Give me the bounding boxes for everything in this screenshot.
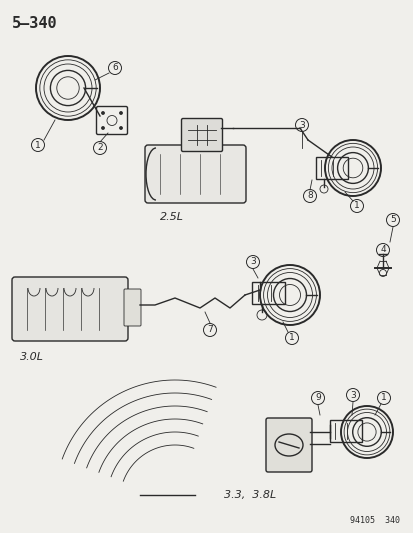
Text: 9: 9 — [314, 393, 320, 402]
Text: 1: 1 — [380, 393, 386, 402]
Text: 3: 3 — [349, 391, 355, 400]
Text: 3: 3 — [299, 120, 304, 130]
Text: 94105  340: 94105 340 — [349, 516, 399, 525]
Text: 8: 8 — [306, 191, 312, 200]
Text: 3: 3 — [249, 257, 255, 266]
FancyBboxPatch shape — [145, 145, 245, 203]
Circle shape — [102, 127, 104, 129]
Text: 5: 5 — [389, 215, 395, 224]
Text: 3.3,  3.8L: 3.3, 3.8L — [223, 490, 275, 500]
FancyBboxPatch shape — [12, 277, 128, 341]
Text: 5–340: 5–340 — [12, 16, 57, 31]
Text: 7: 7 — [206, 326, 212, 335]
Circle shape — [119, 127, 122, 129]
Text: 1: 1 — [288, 334, 294, 343]
Bar — [252, 282, 284, 304]
Text: 6: 6 — [112, 63, 118, 72]
FancyBboxPatch shape — [124, 289, 141, 326]
Text: 2: 2 — [97, 143, 102, 152]
FancyBboxPatch shape — [266, 418, 311, 472]
Text: 3.0L: 3.0L — [20, 352, 44, 362]
FancyBboxPatch shape — [181, 118, 222, 151]
Bar — [329, 420, 361, 442]
Text: 4: 4 — [379, 246, 385, 254]
Bar — [315, 157, 347, 179]
Text: 2.5L: 2.5L — [159, 212, 183, 222]
Circle shape — [102, 112, 104, 114]
Circle shape — [119, 112, 122, 114]
Text: 1: 1 — [353, 201, 359, 211]
Text: 1: 1 — [35, 141, 41, 149]
